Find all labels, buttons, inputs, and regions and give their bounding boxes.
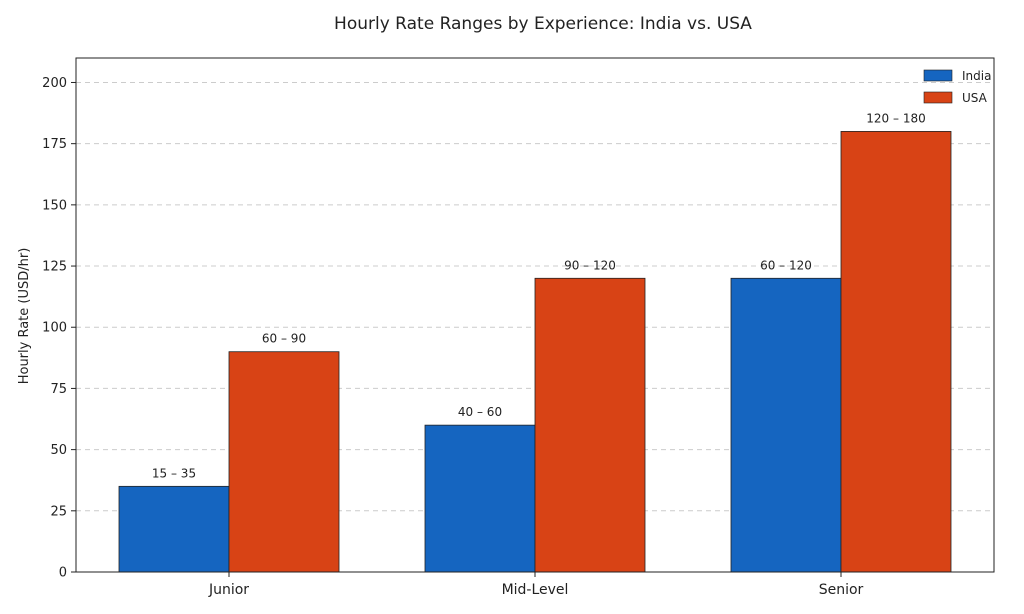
legend-swatch: [923, 69, 953, 82]
data-label: 90 – 120: [564, 258, 616, 272]
chart-title: Hourly Rate Ranges by Experience: India …: [334, 14, 752, 34]
bar-usa-mid-level: [534, 277, 646, 573]
y-axis-ticks: 0 25 50 75 100 125 150 175 200: [42, 76, 76, 581]
bar-usa-senior: [840, 131, 952, 573]
y-tick-label: 150: [42, 198, 67, 213]
y-tick-label: 100: [42, 321, 67, 336]
bar-usa-junior: [228, 351, 340, 573]
y-axis-label: Hourly Rate (USD/hr): [17, 248, 32, 385]
y-tick-label: 0: [59, 566, 67, 581]
y-tick-label: 75: [50, 382, 67, 397]
legend: India USA: [923, 69, 991, 105]
y-tick-label: 175: [42, 137, 67, 152]
y-tick-label: 125: [42, 260, 67, 275]
x-tick-label: Senior: [819, 582, 864, 598]
x-tick-label: Junior: [208, 582, 249, 598]
data-label: 60 – 90: [262, 332, 306, 346]
data-label: 60 – 120: [760, 258, 812, 272]
legend-label: USA: [962, 91, 988, 105]
bars: [118, 131, 952, 573]
data-label: 120 – 180: [866, 111, 925, 125]
bar-india-junior: [118, 485, 230, 573]
legend-swatch: [923, 91, 953, 104]
bar-india-mid-level: [424, 424, 536, 573]
data-label: 40 – 60: [458, 405, 502, 419]
legend-label: India: [962, 69, 991, 83]
x-tick-label: Mid-Level: [502, 582, 569, 598]
y-tick-label: 25: [50, 504, 67, 519]
x-axis-ticks: Junior Mid-Level Senior: [208, 572, 864, 598]
y-tick-label: 50: [50, 443, 67, 458]
bar-india-senior: [730, 277, 842, 573]
data-label: 15 – 35: [152, 466, 196, 480]
data-labels: 15 – 35 60 – 90 40 – 60 90 – 120 60 – 120 120…: [152, 111, 926, 480]
y-tick-label: 200: [42, 76, 67, 91]
